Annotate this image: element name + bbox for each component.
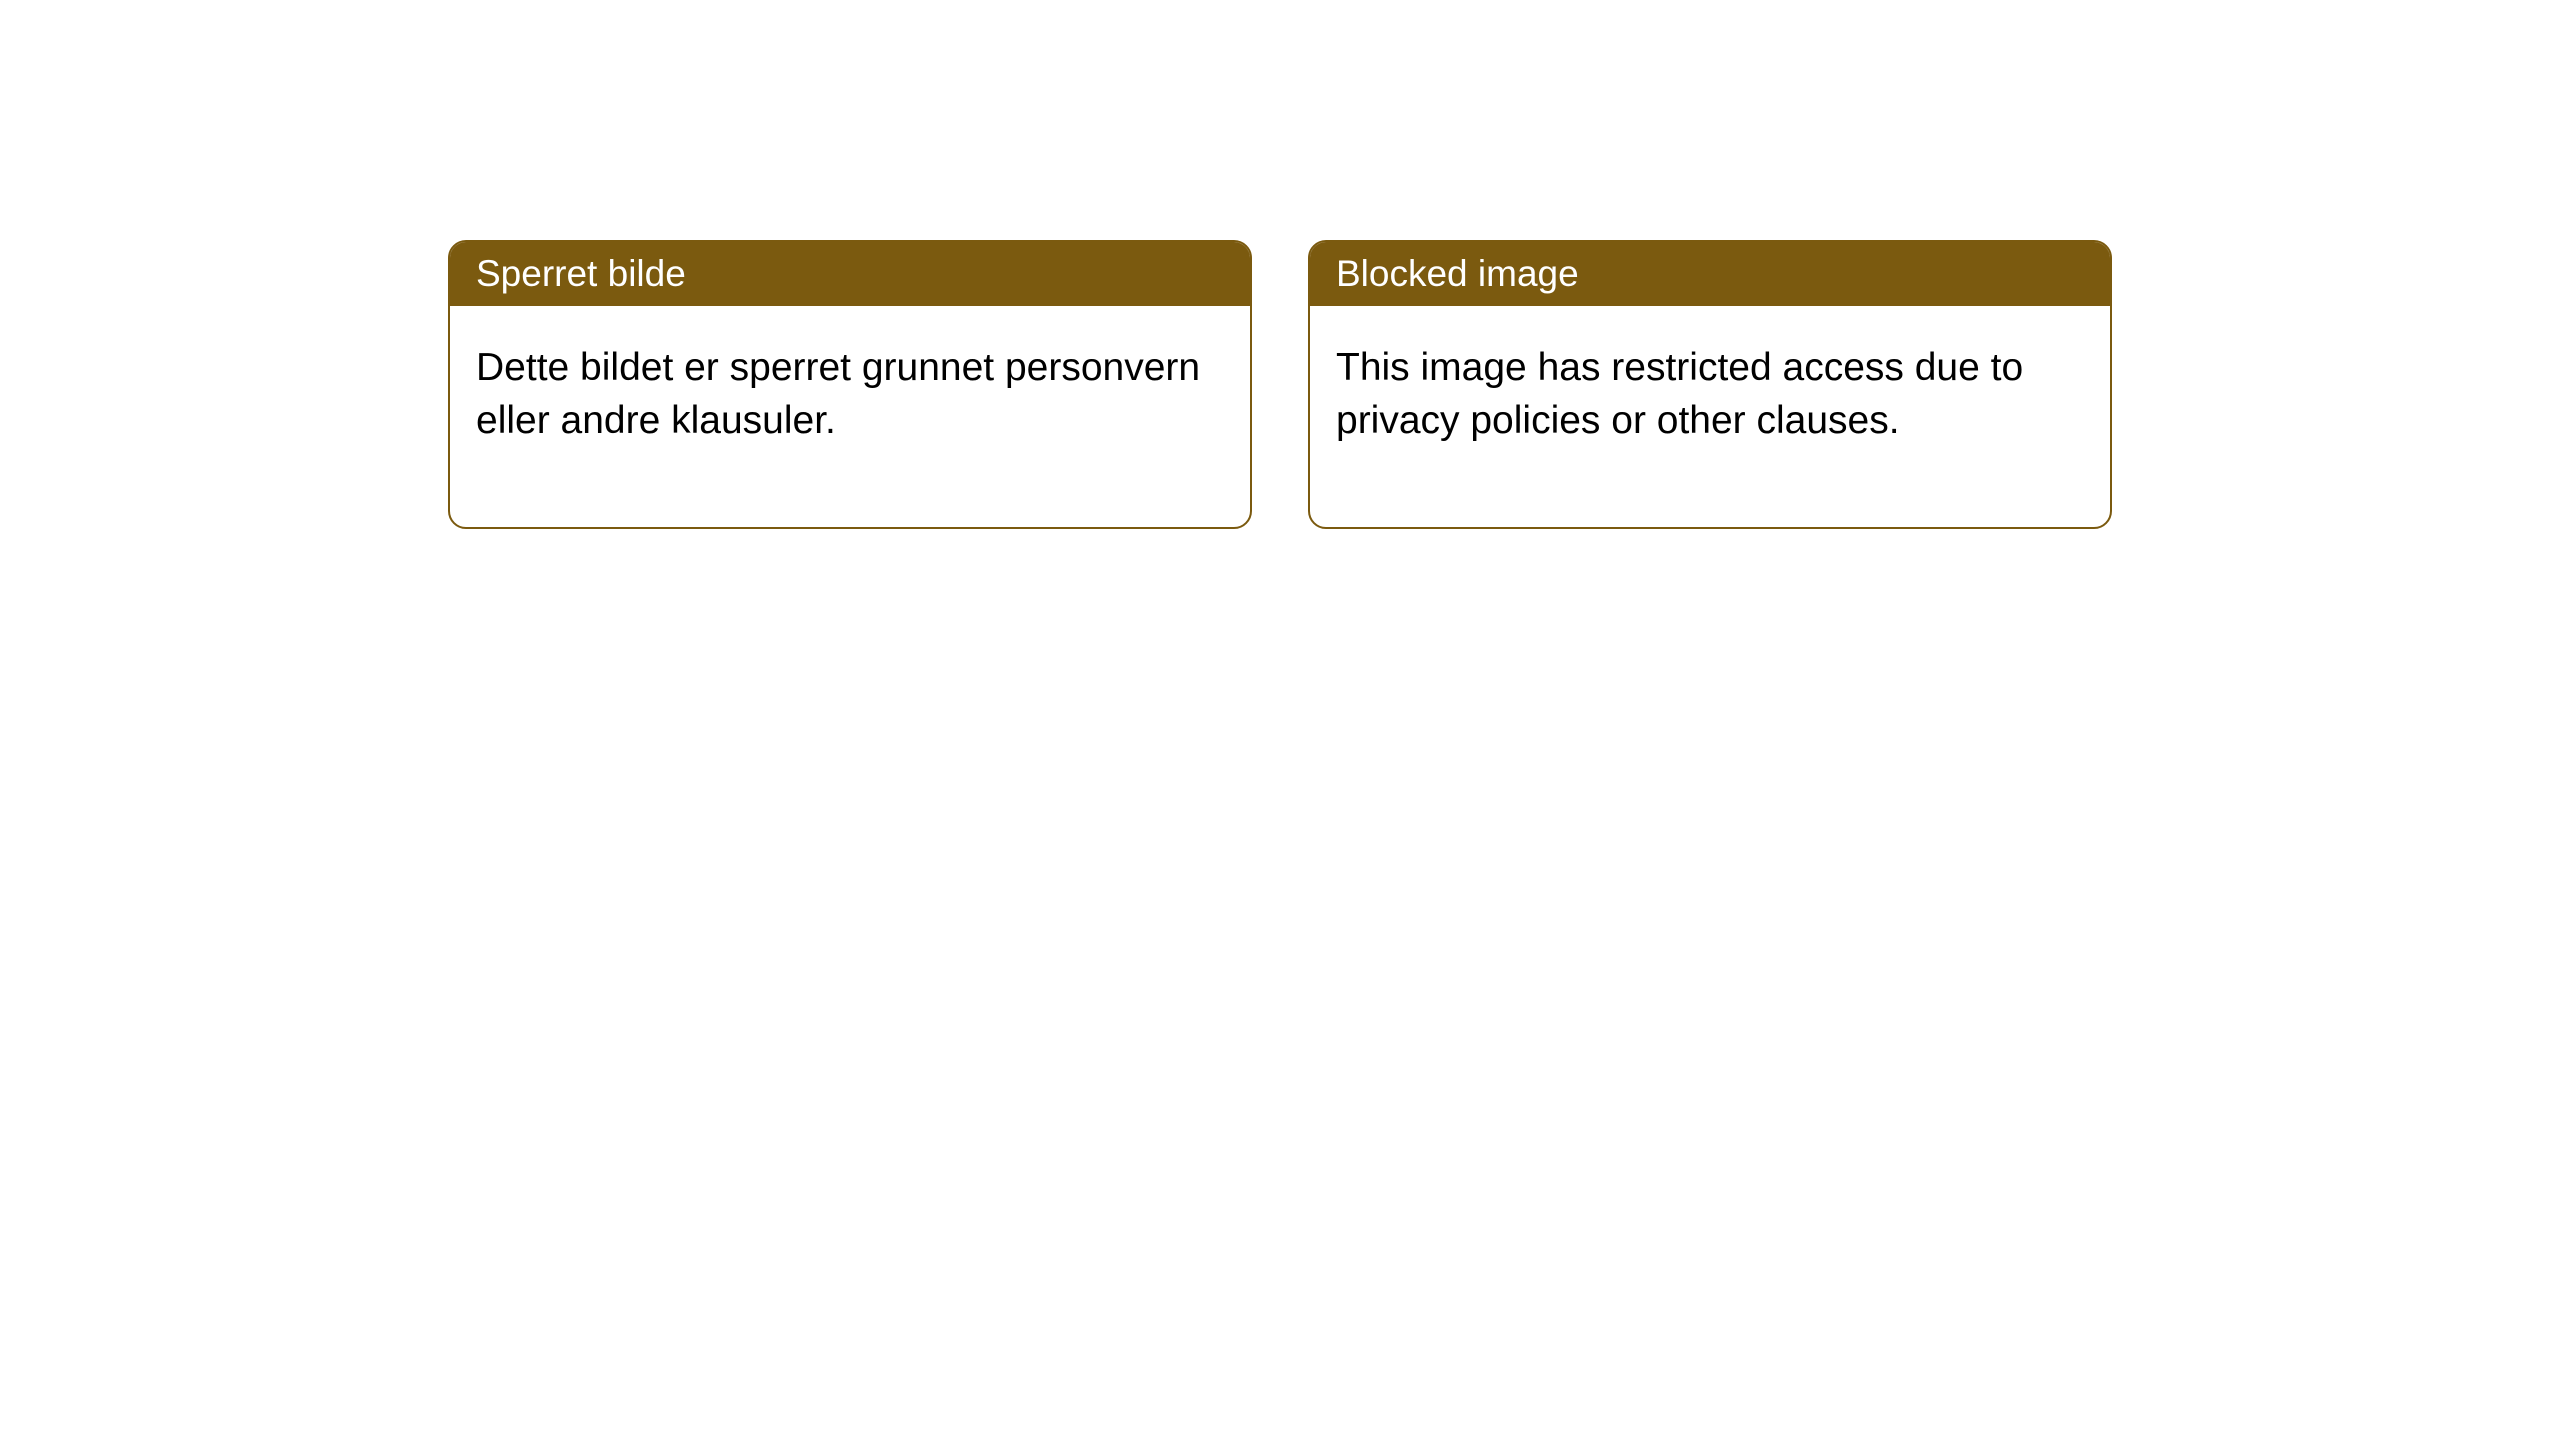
card-header: Blocked image [1310,242,2110,306]
card-body-text: Dette bildet er sperret grunnet personve… [476,346,1200,442]
card-title: Sperret bilde [476,253,686,294]
card-title: Blocked image [1336,253,1579,294]
card-body: Dette bildet er sperret grunnet personve… [450,306,1250,527]
card-body: This image has restricted access due to … [1310,306,2110,527]
cards-container: Sperret bilde Dette bildet er sperret gr… [0,0,2560,529]
card-body-text: This image has restricted access due to … [1336,346,2023,442]
blocked-image-card-en: Blocked image This image has restricted … [1308,240,2112,529]
blocked-image-card-no: Sperret bilde Dette bildet er sperret gr… [448,240,1252,529]
card-header: Sperret bilde [450,242,1250,306]
